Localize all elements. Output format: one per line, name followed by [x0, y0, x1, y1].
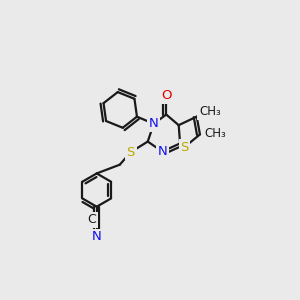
Text: C: C: [88, 214, 96, 226]
Text: O: O: [161, 89, 172, 102]
Text: CH₃: CH₃: [205, 127, 226, 140]
Text: N: N: [158, 145, 167, 158]
Text: N: N: [149, 117, 159, 130]
Text: N: N: [92, 230, 102, 244]
Text: S: S: [180, 141, 189, 154]
Text: S: S: [127, 146, 135, 159]
Text: CH₃: CH₃: [199, 105, 221, 118]
